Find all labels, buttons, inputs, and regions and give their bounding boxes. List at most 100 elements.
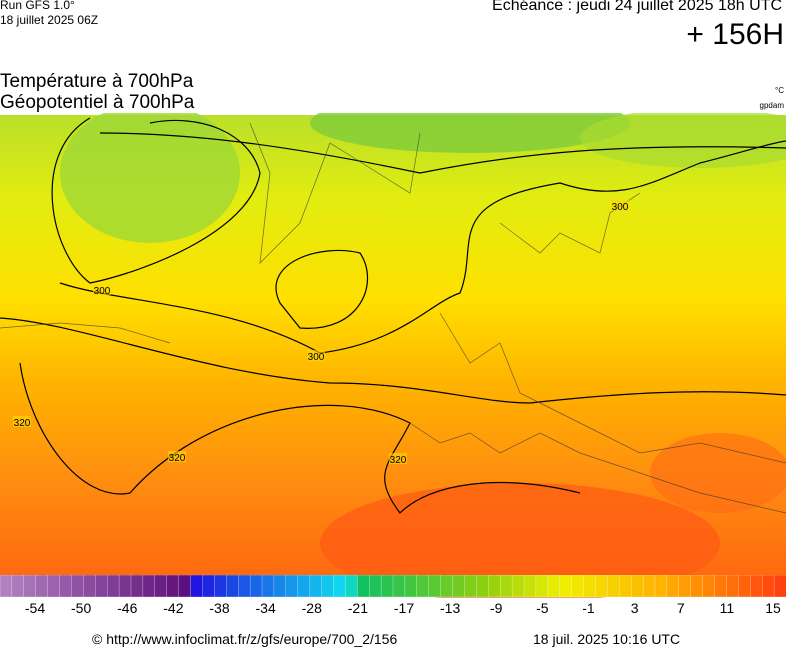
colorbar-cell: [273, 575, 287, 598]
colorbar-cell: [464, 575, 478, 598]
map: 300 300 300 320 320 320: [0, 113, 786, 598]
contour-line: [0, 317, 786, 404]
contour-label-bg: [93, 284, 111, 295]
colorbar-cell: [59, 575, 73, 598]
valid-time: Echéance : jeudi 24 juillet 2025 18h UTC: [492, 0, 782, 14]
colorbar-cell: [154, 575, 168, 598]
colorbar-cell: [178, 575, 192, 598]
colorbar-cell: [190, 575, 204, 598]
contour-label-bg: [13, 416, 31, 427]
colorbar-cell: [118, 575, 132, 598]
colorbar-cell: [559, 575, 573, 598]
colorbar-cell: [71, 575, 85, 598]
colorbar-cell: [309, 575, 323, 598]
colorbar-cell: [202, 575, 216, 598]
colorbar-cell: [11, 575, 25, 598]
unit-label: °C: [775, 86, 784, 95]
colorbar-cell: [130, 575, 144, 598]
colorbar-tick-label: -28: [302, 600, 322, 616]
colorbar-tick-label: -46: [117, 600, 137, 616]
contour-label-bg: [611, 200, 629, 211]
colorbar-cell: [762, 575, 775, 598]
colorbar-tick-label: -13: [440, 600, 460, 616]
colorbar-cell: [226, 575, 239, 598]
colorbar-cell: [107, 575, 120, 598]
colorbar-cell: [547, 575, 561, 598]
colorbar-cell: [357, 575, 370, 598]
colorbar-tick-label: -1: [582, 600, 595, 616]
contour-line: [99, 132, 786, 174]
colorbar-cell: [47, 575, 61, 598]
colorbar-tick-label: 15: [765, 600, 781, 616]
colorbar-cell: [321, 575, 335, 598]
colorbar-tick-label: -9: [490, 600, 503, 616]
colorbar-cell: [523, 575, 537, 598]
colorbar-cell: [714, 575, 728, 598]
contour-line: [51, 117, 261, 284]
run-label: Run GFS 1.0°: [0, 0, 75, 12]
colorbar-cell: [631, 575, 644, 598]
contour-label-bg: [389, 453, 407, 464]
colorbar-cell: [583, 575, 597, 598]
cold-pool: [310, 113, 630, 153]
colorbar-cell: [488, 575, 501, 598]
colorbar-cell: [595, 575, 609, 598]
contour-label: 300: [612, 202, 629, 213]
colorbar-cell: [726, 575, 740, 598]
colorbar-cell: [297, 575, 311, 598]
colorbar-cell: [702, 575, 716, 598]
contour-label: 320: [14, 418, 31, 429]
contour-label: 300: [94, 286, 111, 297]
colorbar-cell: [35, 575, 49, 598]
colorbar-tick-label: -38: [209, 600, 229, 616]
colorbar-cell: [690, 575, 704, 598]
colorbar-cell: [142, 575, 156, 598]
colorbar-cell: [404, 575, 418, 598]
colorbar-cell: [773, 575, 786, 598]
field-title: Géopotentiel à 700hPa: [0, 92, 195, 113]
colorbar-cell: [535, 575, 549, 598]
colorbar-cell: [369, 575, 382, 598]
contour-label-bg: [168, 451, 186, 462]
colorbar-cell: [238, 575, 251, 598]
lead-time: + 156H: [686, 18, 784, 51]
colorbar-tick-label: -34: [256, 600, 276, 616]
colorbar-cell: [607, 575, 620, 598]
colorbar-tick-label: -50: [71, 600, 91, 616]
colorbar-cell: [345, 575, 358, 598]
colorbar-cell: [166, 575, 180, 598]
colorbar-cell: [23, 575, 37, 598]
colorbar-cell: [452, 575, 466, 598]
warm-pool: [320, 483, 720, 598]
colorbar-tick-label: -42: [163, 600, 183, 616]
colorbar-tick-label: 3: [631, 600, 639, 616]
colorbar-cell: [333, 575, 347, 598]
colorbar-tick-label: 7: [677, 600, 685, 616]
contour-line: [275, 249, 369, 329]
colorbar-cell: [249, 575, 263, 598]
contour-label: 320: [169, 453, 186, 464]
colorbar-cell: [666, 575, 680, 598]
colorbar-cell: [571, 575, 585, 598]
colorbar-cell: [95, 575, 108, 598]
field-title: Température à 700hPa: [0, 71, 194, 92]
colorbar-cell: [500, 575, 513, 598]
colorbar-tick-label: 11: [720, 600, 735, 616]
colorbar-tick-label: -5: [536, 600, 549, 616]
colorbar-cell: [654, 575, 668, 598]
source-url: © http://www.infoclimat.fr/z/gfs/europe/…: [92, 631, 398, 647]
colorbar-cell: [261, 575, 275, 598]
contour-label-bg: [307, 350, 325, 361]
colorbar-cell: [619, 575, 632, 598]
colorbar-cell: [738, 575, 751, 598]
unit-label: gpdam: [759, 101, 784, 110]
colorbar-cell: [416, 575, 430, 598]
colorbar-cell: [285, 575, 299, 598]
colorbar-cell: [678, 575, 692, 598]
colorbar-tick-label: -54: [25, 600, 45, 616]
colorbar: [0, 575, 786, 598]
colorbar-cell: [440, 575, 454, 598]
generated-time: 18 juil. 2025 10:16 UTC: [533, 631, 681, 647]
colorbar-cell: [380, 575, 394, 598]
